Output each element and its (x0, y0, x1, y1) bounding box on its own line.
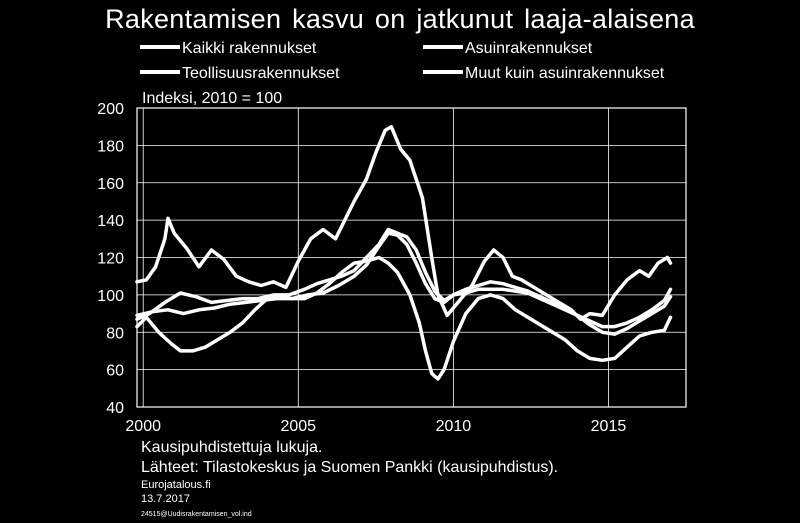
legend-swatch (140, 69, 180, 74)
series-line-1 (135, 227, 673, 329)
x-tick-label: 2005 (280, 418, 316, 435)
y-tick-label: 160 (97, 176, 124, 193)
legend-swatch (423, 69, 463, 74)
x-tick-label: 2015 (591, 418, 627, 435)
x-tick-label: 2010 (436, 418, 472, 435)
legend-swatch (423, 44, 463, 49)
footnote-line-1: Kausipuhdistettuja lukuja. (141, 439, 323, 456)
source-id: 24515@Uudisrakentamisen_vol.ind (141, 511, 252, 518)
x-tick-label: 2000 (125, 418, 161, 435)
legend-swatch (140, 44, 180, 49)
source-date: 13.7.2017 (141, 493, 190, 505)
footnote: Kausipuhdistettuja lukuja. Lähteet: Tila… (141, 438, 558, 478)
plot-frame (136, 107, 687, 408)
y-tick-label: 60 (106, 363, 124, 380)
y-tick-label: 40 (106, 400, 124, 417)
legend-label: Muut kuin asuinrakennukset (465, 65, 665, 82)
legend-label: Teollisuusrakennukset (182, 65, 340, 82)
y-tick-label: 200 (97, 101, 124, 118)
series-line-2 (135, 255, 673, 381)
footnote-line-2: Lähteet: Tilastokeskus ja Suomen Pankki … (141, 459, 559, 476)
y-tick-label: 80 (106, 325, 124, 342)
legend-entry-kaikki: Kaikki rakennukset (140, 40, 316, 58)
y-tick-label: 100 (97, 288, 124, 305)
series-line-4 (135, 231, 673, 336)
legend-entry-teollisuus: Teollisuusrakennukset (140, 65, 339, 83)
legend-entry-muut: Muut kuin asuinrakennukset (423, 65, 664, 83)
legend-label: Asuinrakennukset (465, 40, 593, 57)
source-site: Eurojatalous.fi (141, 479, 211, 491)
y-tick-label: 120 (97, 251, 124, 268)
y-tick-label: 180 (97, 138, 124, 155)
chart-title: Rakentamisen kasvu on jatkunut laaja-ala… (105, 4, 695, 34)
y-tick-label: 140 (97, 213, 124, 230)
legend-entry-asuin: Asuinrakennukset (423, 40, 592, 58)
unit-label: Indeksi, 2010 = 100 (142, 90, 283, 107)
legend-label: Kaikki rakennukset (182, 40, 317, 57)
series-line-3 (135, 124, 673, 321)
